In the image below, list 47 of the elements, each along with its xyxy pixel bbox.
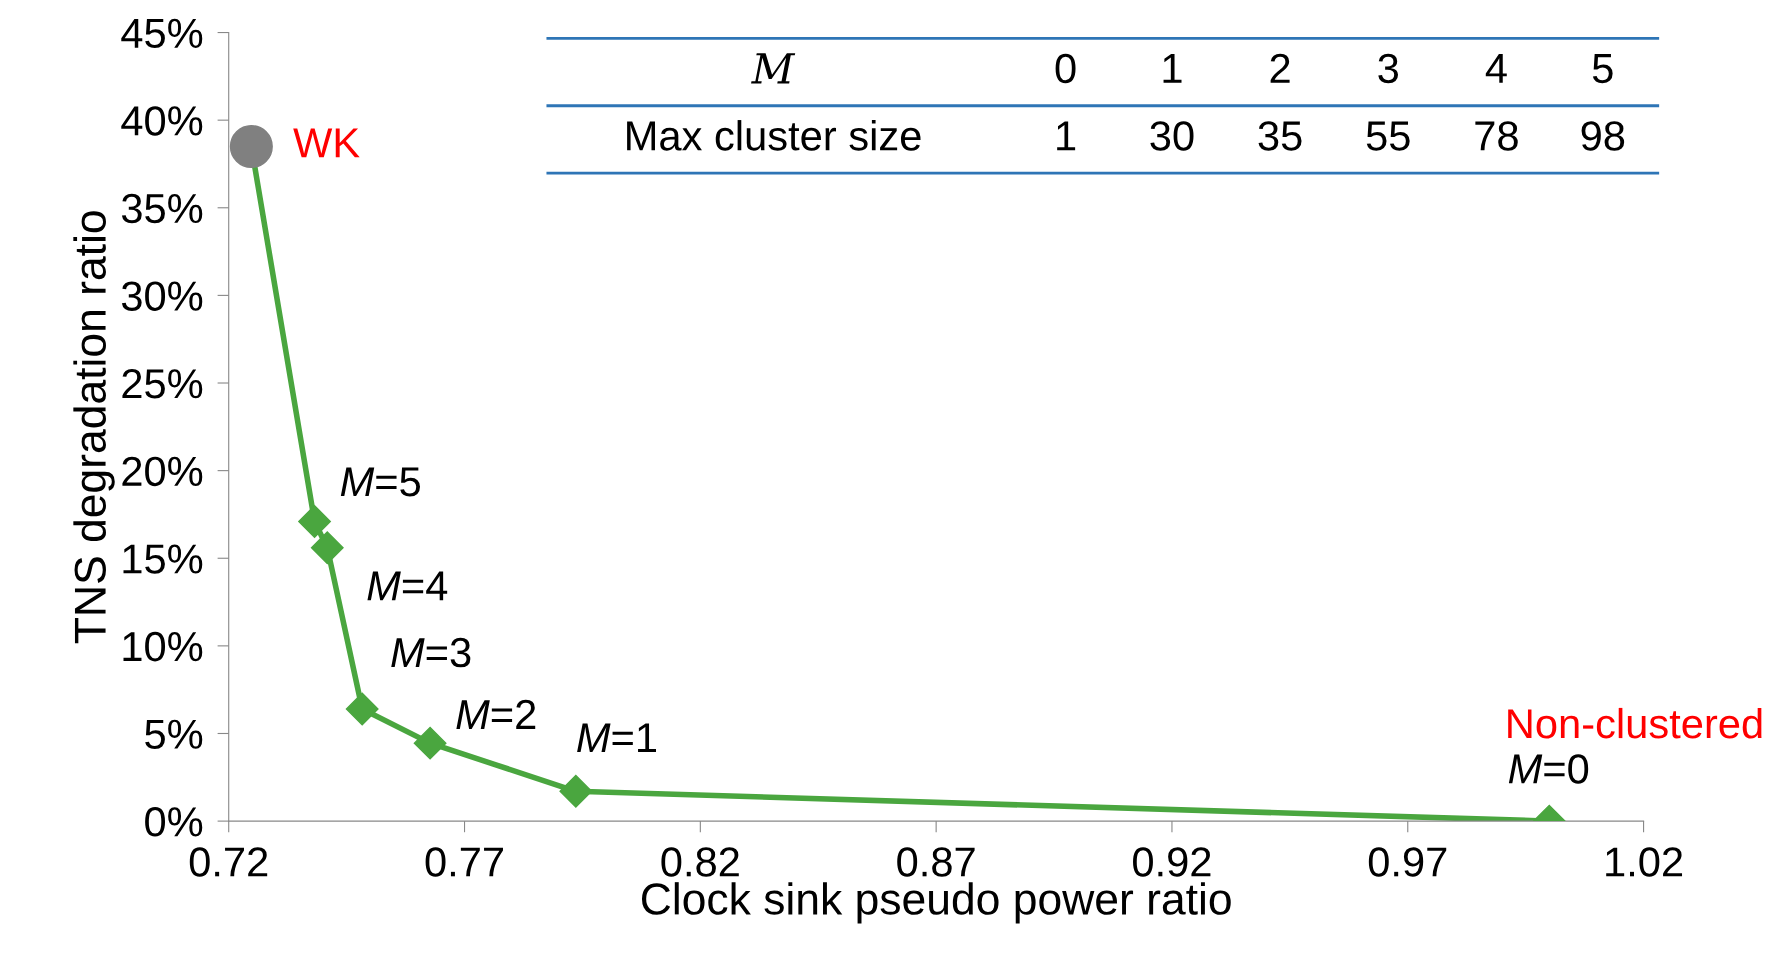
point [310,531,344,565]
x-tick-label: 0.72 [189,847,268,877]
annotation: M=2 [456,699,536,729]
annotation: 30 [1150,121,1194,151]
annotation: 78 [1475,121,1518,151]
annotation: 98 [1581,121,1625,151]
x-tick-label: 0.82 [661,847,739,877]
annotation: M=0 [1508,754,1589,784]
y-tick-label: 30% [121,281,203,311]
y-axis-title: TNS degradation ratio [73,211,115,644]
annotation: Max cluster size [627,120,921,151]
point [229,124,273,168]
y-tick-label: 15% [123,544,203,574]
annotation: WK [293,128,360,158]
x-tick-label: 0.97 [1368,847,1447,877]
point [345,692,379,726]
annotation: M [751,53,796,84]
annotation: 55 [1366,121,1410,151]
x-axis-title: Clock sink pseudo power ratio [641,882,1231,924]
annotation: M=4 [367,571,448,601]
annotation: Non-clustered [1508,707,1762,739]
y-tick-label: 0% [145,807,203,837]
y-tick-label: 10% [123,631,203,662]
annotation: 3 [1378,53,1399,84]
annotation: 5 [1592,54,1613,84]
annotation: 35 [1258,121,1302,151]
y-tick-label: 20% [122,456,203,487]
point [559,774,593,808]
y-tick-label: 40% [121,106,203,136]
annotation: 0 [1055,53,1076,84]
y-tick-label: 25% [122,369,203,399]
x-tick-label: 0.87 [897,847,975,877]
y-tick-label: 5% [145,719,203,749]
x-tick-label: 0.77 [425,847,503,877]
annotation: 1 [1057,121,1076,151]
annotation: 2 [1270,53,1290,83]
annotation: M=3 [391,637,471,668]
annotation: 1 [1163,54,1182,83]
point [298,505,331,538]
annotation: 4 [1485,54,1507,83]
y-tick-label: 35% [121,193,203,224]
y-tick-label: 45% [121,18,203,49]
annotation: M=1 [577,723,657,753]
x-tick-label: 1.02 [1606,847,1683,877]
annotation: M=5 [340,467,421,497]
x-tick-label: 0.92 [1133,847,1211,877]
point [413,726,447,760]
